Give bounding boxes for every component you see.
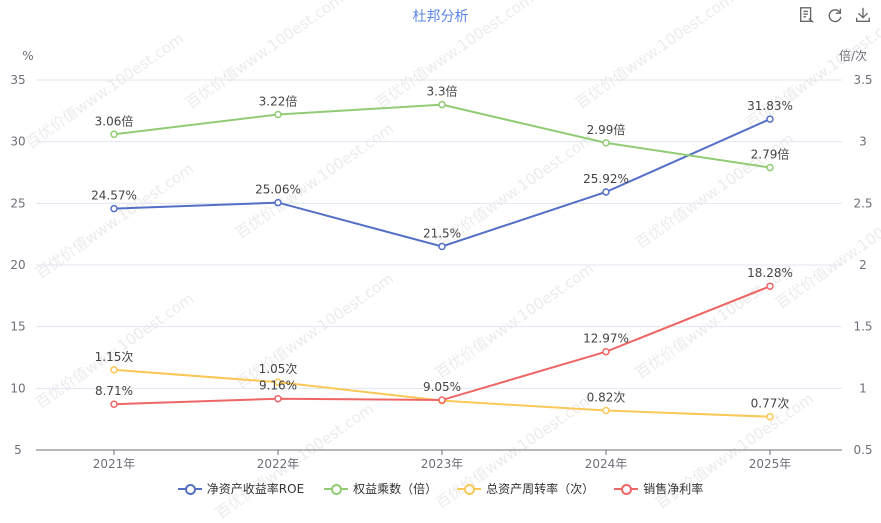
left-tick-label: 5 (14, 443, 22, 457)
data-point (602, 347, 610, 356)
data-point (766, 163, 774, 172)
series-line (113, 103, 771, 169)
legend-swatch (457, 483, 482, 495)
data-point (110, 366, 118, 374)
data-label: 3.06倍 (95, 113, 134, 128)
data-point (438, 100, 446, 109)
data-label: 25.92% (583, 172, 629, 186)
data-label: 31.83% (747, 99, 793, 113)
data-label: 2.79倍 (751, 147, 790, 162)
data-point (274, 394, 282, 403)
left-tick-label: 10 (10, 381, 25, 395)
data-label: 2.99倍 (587, 122, 626, 137)
data-label: 3.22倍 (259, 94, 298, 109)
legend-item[interactable]: 销售净利率 (614, 480, 703, 497)
legend-swatch (324, 483, 349, 495)
right-tick-label: 1.5 (853, 320, 872, 334)
data-point (766, 282, 774, 290)
x-tick-label: 2025年 (749, 457, 792, 471)
data-point (438, 242, 446, 251)
legend-item[interactable]: 总资产周转率（次） (457, 480, 594, 497)
data-label: 9.16% (259, 379, 297, 393)
data-label: 9.05% (423, 380, 461, 394)
right-tick-label: 1 (859, 381, 867, 395)
right-tick-label: 0.5 (853, 443, 872, 457)
left-tick-label: 20 (10, 258, 25, 272)
refresh-icon[interactable] (825, 5, 845, 25)
left-tick-label: 25 (10, 196, 25, 210)
dupont-line-chart: 5 10 15 20 25 30 35 0.5 1 1.5 2 2.5 3 3.5% 倍/次 2021年 202… (10, 48, 872, 471)
left-tick-label: 30 (10, 135, 25, 149)
data-point (438, 396, 446, 404)
data-label: 12.97% (583, 332, 629, 346)
data-label: 1.15次 (95, 350, 134, 364)
legend-swatch (614, 483, 639, 495)
download-icon[interactable] (853, 5, 873, 25)
right-tick-label: 2 (859, 258, 867, 272)
legend-swatch (177, 483, 202, 495)
data-point (766, 115, 774, 123)
legend-label: 销售净利率 (643, 482, 704, 496)
data-point (602, 188, 610, 196)
data-label: 0.82次 (587, 391, 626, 405)
data-point (274, 198, 282, 207)
data-point (110, 130, 118, 139)
x-tick-label: 2021年 (93, 457, 136, 471)
data-label: 25.06% (255, 183, 301, 197)
right-tick-label: 2.5 (853, 196, 872, 210)
legend-label: 净资产收益率ROE (206, 482, 305, 496)
right-tick-label: 3.5 (853, 73, 872, 87)
x-tick-label: 2022年 (257, 457, 300, 471)
chart-legend: 净资产收益率ROE 权益乘数（倍） 总资产周转率（次） 销售净利率 (0, 480, 881, 497)
data-label: 3.3倍 (426, 84, 457, 99)
data-view-icon[interactable] (797, 5, 817, 25)
data-label: 24.57% (91, 189, 137, 203)
data-point (110, 204, 118, 213)
data-label: 8.71% (95, 384, 133, 398)
data-point (110, 400, 118, 408)
right-axis-unit: 倍/次 (839, 48, 867, 63)
data-point (602, 406, 610, 415)
legend-item[interactable]: 净资产收益率ROE (177, 480, 305, 497)
chart-toolbar (797, 5, 873, 25)
legend-label: 总资产周转率（次） (486, 482, 595, 496)
x-tick-label: 2024年 (585, 457, 628, 471)
data-label: 1.05次 (259, 362, 298, 376)
x-tick-label: 2023年 (421, 457, 464, 471)
left-tick-label: 15 (10, 320, 25, 334)
right-tick-label: 3 (859, 135, 867, 149)
data-point (766, 412, 774, 421)
left-tick-label: 35 (10, 73, 25, 87)
chart-title: 杜邦分析 (412, 9, 469, 25)
data-label: 21.5% (423, 227, 461, 241)
data-point (274, 378, 282, 386)
data-label: 18.28% (747, 266, 793, 280)
data-point (602, 139, 610, 147)
left-axis-unit: % (22, 49, 33, 63)
data-label: 0.77次 (751, 397, 790, 411)
legend-item[interactable]: 权益乘数（倍） (324, 480, 437, 497)
legend-label: 权益乘数（倍） (353, 482, 438, 496)
data-point (274, 110, 282, 119)
